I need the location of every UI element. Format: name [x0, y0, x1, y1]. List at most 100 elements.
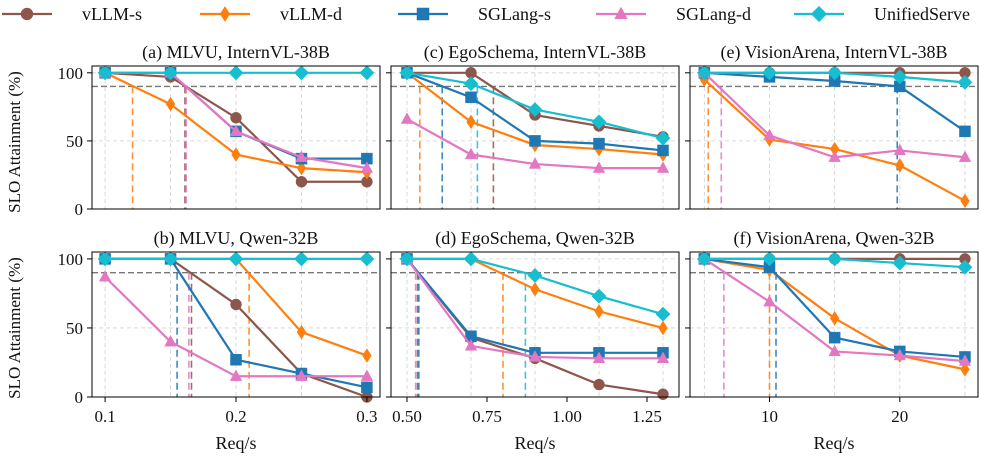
x-axis-label: Req/s: [813, 433, 854, 453]
data-point-unifiedserve: [655, 306, 671, 322]
data-point-sglang-d: [360, 161, 374, 173]
data-point-vllm-s: [295, 176, 308, 188]
data-point-vllm-d: [829, 310, 840, 326]
data-point-vllm-d: [296, 160, 307, 176]
chart-panel-3: (e) VisionArena, InternVL-38B: [685, 42, 979, 210]
data-point-unifiedserve: [591, 288, 607, 304]
data-point-sglang-d: [229, 124, 243, 137]
x-tick-label: 1.25: [632, 407, 662, 426]
legend-item-sglang-s: SGLang-s: [398, 4, 551, 24]
panel-title: (d) EgoSchema, Qwen-32B: [435, 228, 634, 249]
data-point-sglang-d: [893, 348, 907, 361]
chart-panel-2: (c) EgoSchema, InternVL-38B: [386, 42, 680, 210]
panel-frame: [91, 65, 381, 210]
data-point-sglang-d: [464, 339, 478, 351]
data-point-vllm-d: [960, 362, 970, 377]
data-point-sglang-d: [828, 344, 841, 357]
data-point-sglang-s: [361, 381, 373, 394]
data-point-sglang-d: [229, 369, 243, 381]
data-point-vllm-d: [895, 158, 905, 173]
y-axis-label-bottom: SLO Attainment (%): [5, 257, 24, 399]
data-point-vllm-d: [296, 324, 307, 340]
data-point-sglang-d: [763, 294, 776, 307]
panel-frame: [689, 251, 979, 398]
data-point-unifiedserve: [463, 251, 479, 267]
data-point-unifiedserve: [761, 251, 777, 267]
x-tick-label: 0.3: [356, 407, 377, 426]
data-point-sglang-d: [592, 161, 606, 173]
panel-title: (f) VisionArena, Qwen-32B: [733, 228, 934, 249]
data-point-sglang-d: [828, 150, 841, 162]
data-point-unifiedserve: [399, 251, 415, 267]
x-tick-label: 0.1: [94, 407, 115, 426]
data-point-unifiedserve: [359, 251, 375, 267]
legend-item-sglang-d: SGLang-d: [596, 4, 751, 24]
data-point-vllm-d: [658, 320, 668, 336]
data-point-sglang-d: [400, 112, 414, 124]
data-point-unifiedserve: [527, 267, 543, 283]
legend-marker: [614, 6, 628, 20]
data-point-unifiedserve: [163, 65, 179, 81]
data-point-vllm-s: [593, 378, 605, 391]
panel-title: (c) EgoSchema, InternVL-38B: [424, 42, 646, 63]
y-axis-label-top: SLO Attainment (%): [5, 71, 24, 213]
data-point-sglang-s: [593, 137, 605, 150]
data-point-vllm-s: [230, 298, 242, 311]
panel-frame: [689, 65, 979, 210]
data-point-vllm-d: [960, 193, 970, 209]
data-point-vllm-s: [230, 112, 242, 124]
data-point-sglang-s: [959, 125, 971, 138]
chart-panel-6: (f) VisionArena, Qwen-32B 10 20 Req/s: [685, 228, 979, 453]
data-point-unifiedserve: [97, 65, 113, 81]
data-point-sglang-d: [893, 143, 907, 156]
data-point-sglang-d: [656, 161, 670, 173]
data-point-sglang-s: [465, 91, 477, 104]
data-point-unifiedserve: [957, 259, 973, 275]
legend-item-unifiedserve: UnifiedServe: [794, 4, 970, 24]
legend-marker: [219, 6, 231, 22]
data-point-vllm-d: [165, 96, 176, 112]
data-point-unifiedserve: [827, 65, 843, 81]
panel-title: (e) VisionArena, InternVL-38B: [720, 42, 947, 63]
legend-item-vllm-s: vLLM-s: [2, 4, 142, 24]
data-point-sglang-d: [958, 150, 972, 162]
x-tick-label: 0.75: [472, 407, 502, 426]
x-tick-label: 0.50: [392, 407, 422, 426]
y-tick-label: 0: [75, 200, 84, 219]
legend: vLLM-s vLLM-d SGLang-s SGLang-d UnifiedServe: [2, 4, 970, 24]
data-point-sglang-d: [958, 354, 972, 366]
data-point-unifiedserve: [463, 76, 479, 92]
chart-panel-1: (a) MLVU, InternVL-38B 0 50 100: [58, 42, 381, 219]
data-point-sglang-d: [98, 270, 112, 282]
data-point-sglang-d: [528, 350, 542, 362]
data-point-unifiedserve: [892, 255, 908, 271]
data-point-vllm-s: [657, 388, 669, 400]
data-point-vllm-d: [362, 348, 372, 363]
data-point-unifiedserve: [97, 251, 113, 267]
data-point-sglang-d: [295, 369, 308, 381]
data-point-unifiedserve: [892, 69, 908, 85]
data-point-unifiedserve: [696, 65, 712, 81]
data-point-unifiedserve: [696, 251, 712, 267]
panel-frame: [390, 65, 680, 210]
data-point-unifiedserve: [655, 130, 671, 146]
data-point-unifiedserve: [399, 65, 415, 81]
x-tick-label: 10: [761, 407, 778, 426]
legend-marker: [20, 7, 34, 21]
data-point-sglang-d: [360, 369, 374, 381]
data-point-unifiedserve: [359, 65, 375, 81]
legend-marker: [810, 5, 828, 23]
data-point-sglang-d: [656, 351, 670, 363]
x-tick-label: 0.2: [225, 407, 246, 426]
data-point-unifiedserve: [228, 251, 244, 267]
legend-label: SGLang-d: [676, 4, 751, 24]
data-point-unifiedserve: [163, 251, 179, 267]
data-point-vllm-d: [594, 304, 604, 319]
x-tick-label: 20: [891, 407, 908, 426]
data-point-unifiedserve: [761, 65, 777, 81]
legend-marker: [416, 7, 430, 21]
chart-panel-5: (d) EgoSchema, Qwen-32B 0.50 0.75 1.00 1.25 R…: [386, 228, 680, 453]
y-tick-label: 50: [66, 319, 83, 338]
